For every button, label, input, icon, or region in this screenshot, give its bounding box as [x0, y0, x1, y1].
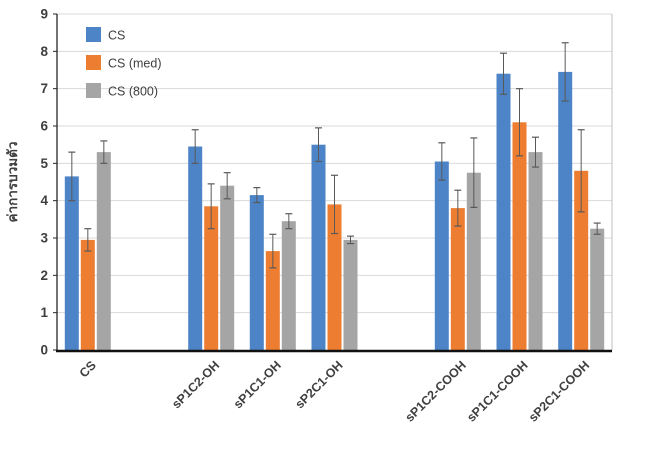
y-tick-label-4: 4 — [40, 193, 48, 208]
bar-cs-cat6 — [558, 71, 573, 351]
error-bar-s1-cat6 — [577, 129, 585, 213]
bar-cs-800--cat0 — [96, 152, 111, 350]
error-bar-s2-cat1 — [223, 172, 231, 200]
bar-cs-800--cat2 — [281, 221, 296, 350]
bar-cs-med--cat0 — [80, 239, 95, 350]
bar-cs-med--cat4 — [450, 208, 465, 350]
legend-item-2: CS (800) — [86, 83, 158, 99]
legend-item-1: CS (med) — [86, 55, 161, 71]
y-tick-label-9: 9 — [40, 7, 48, 22]
legend-label-2: CS (800) — [108, 85, 158, 99]
bar-cs-800--cat6 — [590, 228, 605, 350]
error-bar-s0-cat5 — [500, 52, 507, 95]
y-axis-title: ค่าการบวมตัว — [5, 141, 20, 222]
error-bar-s1-cat3 — [331, 174, 338, 235]
x-category-label-4: sP1C2-COOH — [403, 358, 469, 424]
bar-cs-med--cat3 — [327, 204, 342, 350]
x-category-label-0: CS — [77, 358, 99, 380]
legend-swatch-2 — [86, 83, 101, 98]
error-bar-s1-cat1 — [207, 183, 215, 230]
bar-cs-med--cat6 — [574, 170, 589, 350]
error-bar-s1-cat4 — [454, 189, 462, 227]
error-bar-s0-cat1 — [191, 129, 199, 164]
bar-cs-cat2 — [249, 195, 264, 350]
error-bar-s0-cat0 — [68, 151, 76, 202]
legend: CS CS (med) CS (800) — [86, 27, 161, 99]
bar-cs-med--cat2 — [265, 251, 280, 350]
error-bar-s0-cat4 — [438, 142, 446, 181]
error-bar-s1-cat2 — [269, 233, 277, 269]
bar-cs-cat4 — [434, 161, 449, 350]
error-bar-s2-cat6 — [593, 222, 601, 235]
legend-label-1: CS (med) — [108, 57, 161, 71]
legend-swatch-1 — [86, 55, 101, 70]
y-tick-label-1: 1 — [40, 305, 48, 320]
bar-cs-800--cat4 — [466, 172, 481, 350]
bar-cs-cat3 — [311, 144, 326, 350]
error-bar-s0-cat3 — [315, 127, 322, 163]
error-bar-s0-cat6 — [561, 42, 569, 102]
error-bar-s1-cat0 — [84, 228, 92, 252]
error-bar-s1-cat5 — [516, 88, 523, 157]
error-bar-s2-cat0 — [100, 140, 108, 164]
y-tick-label-7: 7 — [40, 81, 48, 96]
x-category-label-6: sP2C1-COOH — [526, 358, 592, 424]
x-category-label-5: sP1C1-COOH — [464, 358, 530, 424]
legend-swatch-0 — [86, 27, 101, 42]
bar-cs-cat5 — [496, 73, 511, 350]
bar-cs-800--cat3 — [343, 239, 358, 350]
legend-label-0: CS — [108, 29, 125, 43]
y-tick-label-5: 5 — [40, 156, 48, 171]
error-bar-s0-cat2 — [253, 187, 261, 204]
x-category-label-3: sP2C1-OH — [292, 358, 345, 411]
bar-cs-med--cat5 — [512, 122, 527, 350]
x-category-label-1: sP1C2-OH — [169, 358, 222, 411]
error-bar-s2-cat4 — [470, 137, 478, 208]
y-tick-label-3: 3 — [40, 231, 48, 246]
error-bar-s2-cat2 — [285, 213, 293, 230]
y-tick-label-0: 0 — [40, 343, 48, 358]
bar-cs-cat0 — [64, 176, 79, 350]
x-category-label-2: sP1C1-OH — [231, 358, 284, 411]
error-bar-s2-cat3 — [347, 235, 354, 245]
error-bar-s2-cat5 — [532, 136, 539, 168]
bar-cs-800--cat5 — [528, 152, 543, 350]
y-tick-label-2: 2 — [40, 268, 48, 283]
bar-cs-cat1 — [188, 146, 203, 350]
bar-cs-med--cat1 — [204, 206, 219, 350]
legend-item-0: CS — [86, 27, 125, 43]
y-tick-label-6: 6 — [40, 119, 48, 134]
bar-cs-800--cat1 — [220, 185, 235, 350]
y-tick-label-8: 8 — [40, 44, 48, 59]
